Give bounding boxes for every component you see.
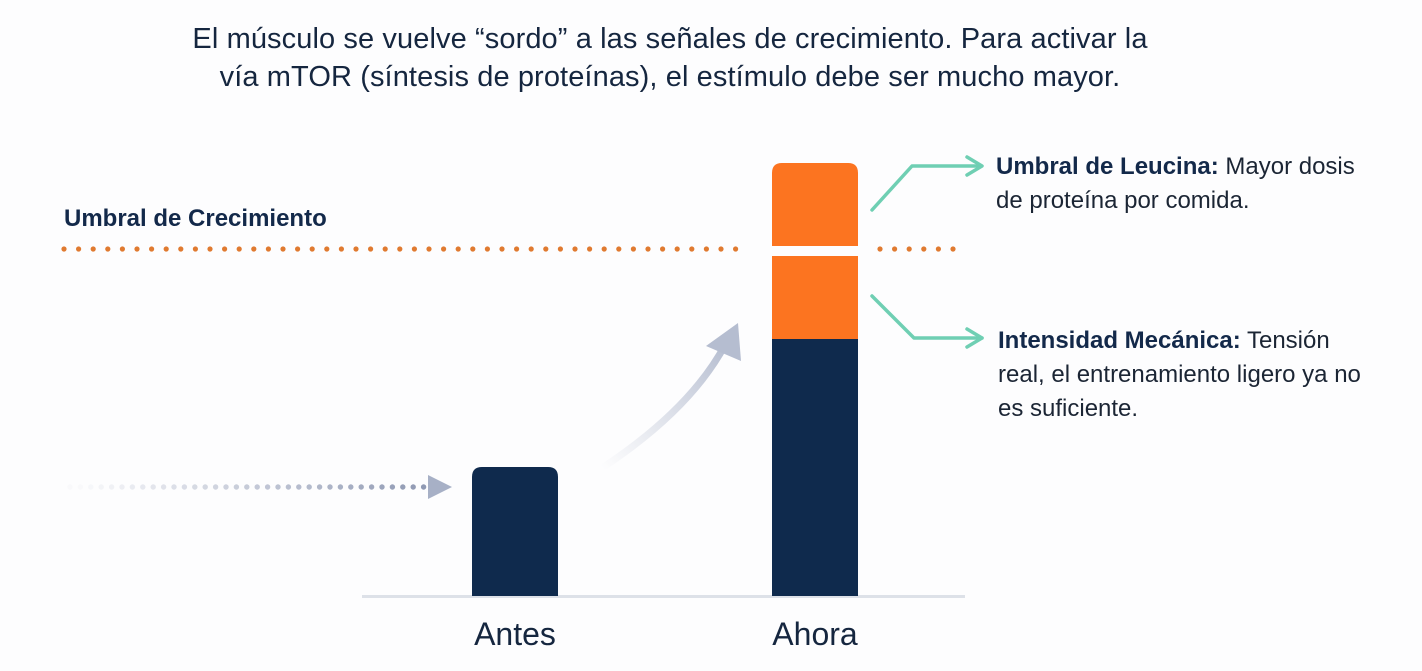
x-label-antes: Antes	[474, 616, 556, 652]
headline-line-2: vía mTOR (síntesis de proteínas), el est…	[219, 61, 1121, 93]
bar-ahora-intensity-segment	[772, 256, 858, 339]
bar-ahora-base-segment	[772, 339, 858, 596]
x-label-ahora: Ahora	[772, 616, 858, 652]
callout-leucine-text: Mayor dosis de proteína por comida.	[996, 153, 1355, 214]
arrowhead-up-icon	[706, 323, 741, 361]
callout-mechanical-intensity: Intensidad Mecánica: Tensión real, el en…	[998, 324, 1378, 426]
bar-ahora-leucine-segment	[772, 163, 858, 246]
arrowhead-icon	[428, 475, 452, 499]
callout-intensity-text: Tensión real, el entrenamiento ligero ya…	[998, 327, 1361, 422]
bar-antes	[472, 467, 558, 596]
threshold-label: Umbral de Crecimiento	[64, 205, 327, 232]
threshold-dotted-line	[61, 246, 956, 252]
callout-leucine-heading: Umbral de Leucina:	[996, 153, 1219, 180]
incoming-dotted-arrow	[67, 475, 452, 499]
growth-curved-arrow	[598, 323, 741, 472]
callout-leucine-threshold: Umbral de Leucina: Mayor dosis de proteí…	[996, 150, 1376, 218]
callout-connector-top	[870, 155, 984, 212]
headline: El músculo se vuelve “sordo” a las señal…	[0, 20, 1340, 96]
headline-line-1: El músculo se vuelve “sordo” a las señal…	[192, 23, 1148, 55]
x-axis-line	[362, 595, 965, 598]
callout-connector-bottom	[870, 294, 984, 349]
callout-intensity-heading: Intensidad Mecánica:	[998, 327, 1241, 354]
